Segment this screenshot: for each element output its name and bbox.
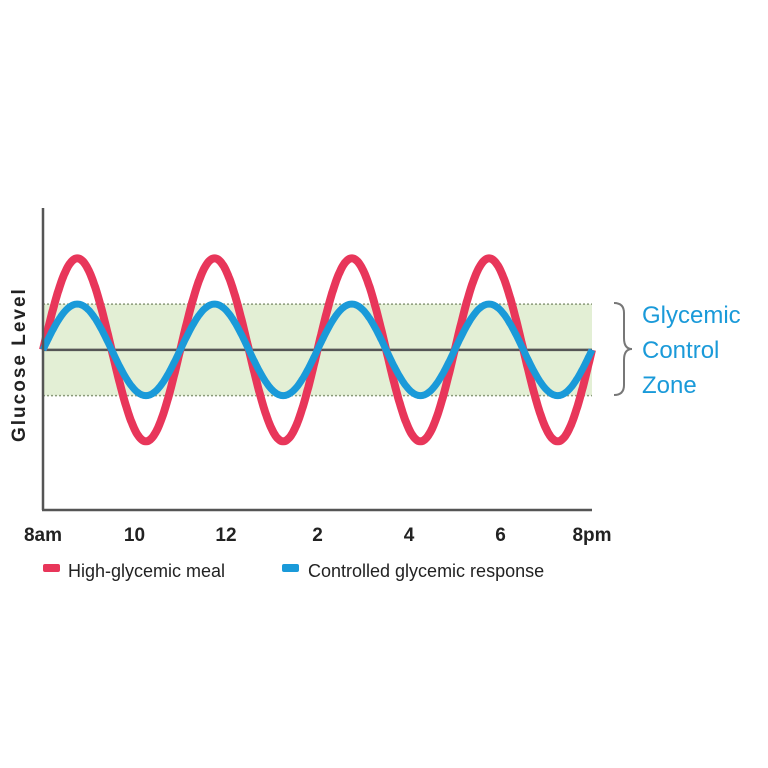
x-tick-label: 10 [124, 525, 145, 546]
legend-label-controlled: Controlled glycemic response [308, 561, 544, 581]
x-tick-label: 4 [404, 525, 415, 546]
x-tick-label: 12 [215, 525, 236, 546]
zone-label-line-2: Control [642, 337, 719, 364]
legend-label-high-glycemic: High-glycemic meal [68, 561, 225, 581]
zone-label-line-3: Zone [642, 372, 697, 399]
y-axis-label: Glucose Level [9, 287, 30, 442]
legend-swatch-controlled [282, 564, 299, 572]
zone-brace-icon [613, 302, 633, 396]
x-tick-label: 8am [24, 525, 62, 546]
zone-label-line-1: Glycemic [642, 302, 741, 329]
legend-swatch-high-glycemic [43, 564, 60, 572]
x-tick-label: 2 [312, 525, 323, 546]
x-tick-label: 6 [495, 525, 506, 546]
x-tick-label: 8pm [572, 525, 611, 546]
series-controlled-line [39, 300, 596, 400]
